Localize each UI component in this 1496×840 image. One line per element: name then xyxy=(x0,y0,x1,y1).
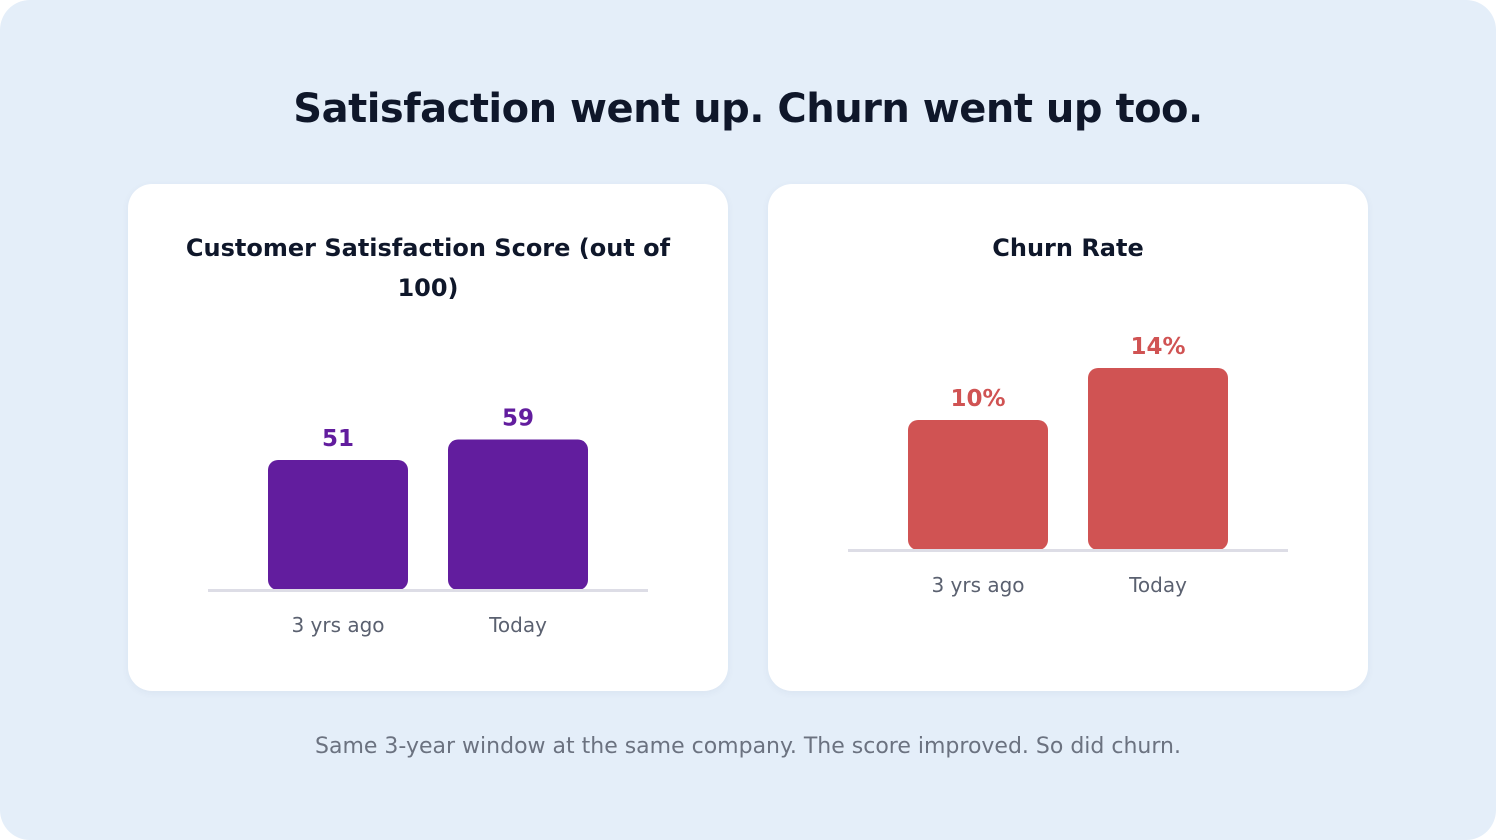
churn-chart-card: Churn Rate 10% 3 yrs ago 14% Today xyxy=(768,184,1368,691)
satisfaction-category-label-1: 3 yrs ago xyxy=(291,613,384,637)
satisfaction-chart-card: Customer Satisfaction Score (out of 100)… xyxy=(128,184,728,691)
churn-chart-title: Churn Rate xyxy=(992,234,1144,262)
satisfaction-category-label-2: Today xyxy=(488,613,547,637)
churn-value-label-2: 14% xyxy=(1130,334,1185,360)
satisfaction-bar-1 xyxy=(268,459,408,590)
satisfaction-bar-2 xyxy=(448,439,588,590)
headline: Satisfaction went up. Churn went up too. xyxy=(293,86,1203,132)
churn-bar-1 xyxy=(908,420,1048,550)
satisfaction-value-label-1: 51 xyxy=(322,426,354,452)
satisfaction-chart-title: Customer Satisfaction Score (out of 100) xyxy=(185,234,671,302)
satisfaction-chart: 51 3 yrs ago 59 Today xyxy=(208,406,648,637)
churn-chart: 10% 3 yrs ago 14% Today xyxy=(848,334,1288,597)
churn-category-label-2: Today xyxy=(1128,573,1187,597)
churn-value-label-1: 10% xyxy=(950,386,1005,412)
caption: Same 3-year window at the same company. … xyxy=(315,734,1181,759)
satisfaction-value-label-2: 59 xyxy=(502,406,534,432)
churn-bar-2 xyxy=(1088,368,1228,550)
churn-category-label-1: 3 yrs ago xyxy=(931,573,1024,597)
